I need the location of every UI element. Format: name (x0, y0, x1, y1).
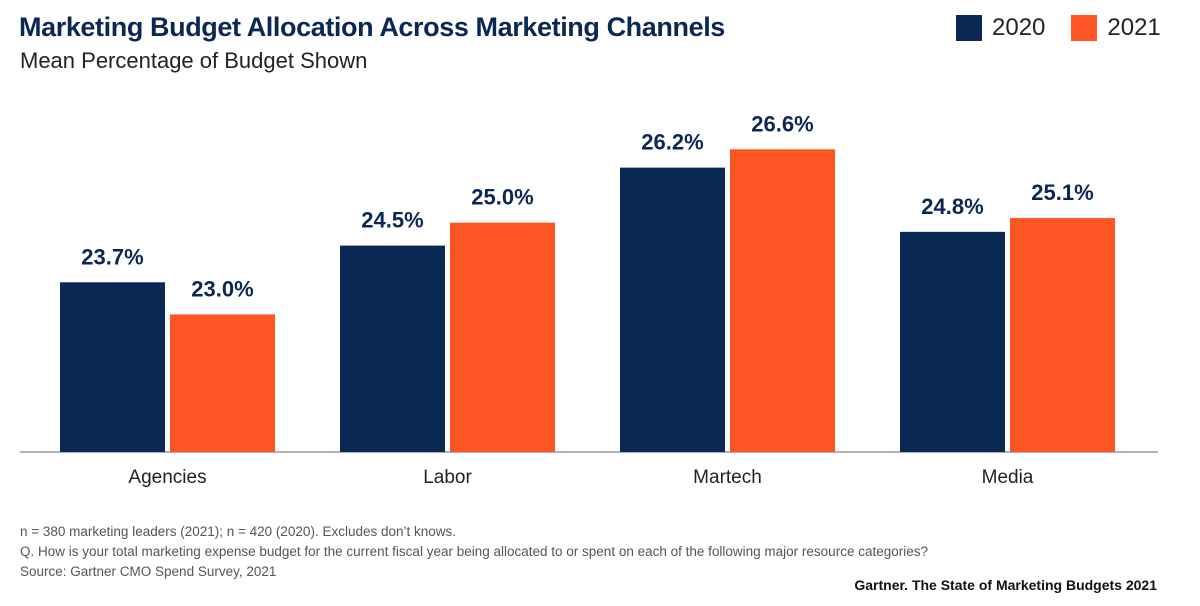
brand-credit: Gartner. The State of Marketing Budgets … (854, 577, 1157, 593)
x-tick-label-martech: Martech (693, 467, 762, 488)
footnote-sample: n = 380 marketing leaders (2021); n = 42… (20, 524, 457, 539)
data-label-agencies-2020: 23.7% (81, 244, 143, 269)
chart-subtitle: Mean Percentage of Budget Shown (20, 48, 368, 73)
legend-label-2020: 2020 (992, 14, 1046, 41)
legend-item-2020: 2020 (956, 14, 1045, 42)
footnote-question: Q. How is your total marketing expense b… (20, 544, 928, 559)
bar-martech-2021 (730, 149, 835, 452)
chart-title: Marketing Budget Allocation Across Marke… (19, 12, 725, 42)
bar-martech-2020 (620, 167, 725, 453)
bar-media-2021 (1010, 218, 1115, 452)
x-tick-label-labor: Labor (423, 467, 472, 488)
bar-labor-2020 (340, 245, 445, 452)
bar-agencies-2020 (60, 282, 165, 452)
legend-label-2021: 2021 (1107, 14, 1161, 41)
x-tick-label-media: Media (982, 467, 1034, 488)
legend-swatch-2020 (956, 15, 982, 41)
footnote-source: Source: Gartner CMO Spend Survey, 2021 (20, 564, 277, 579)
legend-item-2021: 2021 (1071, 14, 1161, 42)
bar-labor-2021 (450, 222, 555, 452)
legend-swatch-2021 (1071, 15, 1098, 41)
legend: 2020 2021 (956, 14, 1161, 42)
data-label-martech-2021: 26.6% (751, 111, 813, 136)
data-label-agencies-2021: 23.0% (191, 276, 253, 301)
footnotes: n = 380 marketing leaders (2021); n = 42… (20, 522, 928, 582)
bar-media-2020 (900, 231, 1005, 452)
data-label-martech-2020: 26.2% (641, 130, 703, 155)
data-label-media-2020: 24.8% (921, 194, 983, 219)
data-label-labor-2020: 24.5% (361, 208, 423, 233)
bar-agencies-2021 (170, 314, 275, 452)
x-tick-label-agencies: Agencies (128, 467, 206, 488)
data-label-labor-2021: 25.0% (471, 185, 533, 210)
data-label-media-2021: 25.1% (1031, 180, 1093, 205)
